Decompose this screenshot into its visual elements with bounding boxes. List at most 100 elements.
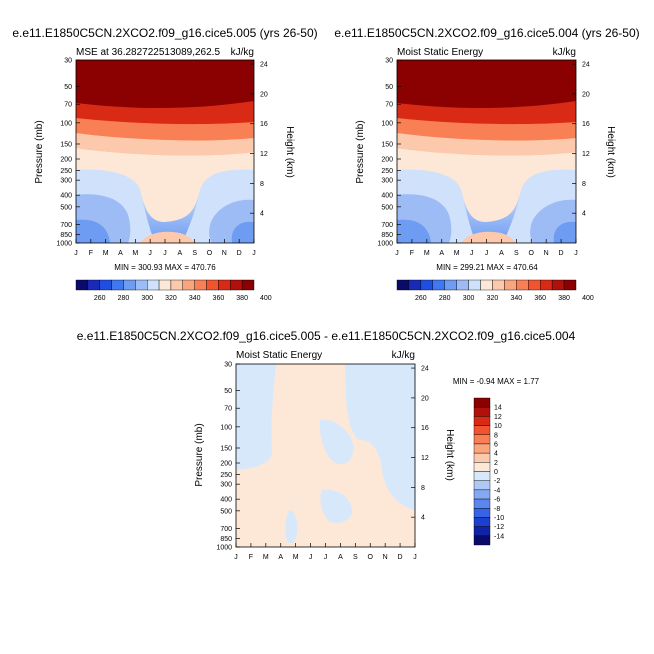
month-tick-label: O: [368, 554, 374, 561]
colorbar-swatch: [473, 452, 491, 463]
colorbar-swatch: [123, 279, 136, 291]
month-tick-label: A: [338, 554, 343, 561]
colorbar-label: -2: [494, 478, 500, 485]
colorbar-label: 260: [415, 295, 427, 302]
colorbar-label: 280: [118, 295, 130, 302]
month-tick-label: D: [559, 250, 564, 257]
colorbar-swatch: [473, 526, 491, 537]
pressure-tick-label: 100: [60, 120, 72, 127]
panel-1-stratosphere: [76, 60, 254, 108]
colorbar-swatch: [230, 279, 243, 291]
height-tick-label: 16: [421, 425, 429, 432]
month-tick-label: S: [514, 250, 519, 257]
month-tick-label: J: [234, 554, 238, 561]
panel-1-contour-light: [76, 148, 254, 222]
colorbar-label: 300: [463, 295, 475, 302]
panel-2-contour-light: [397, 148, 576, 222]
month-tick-label: F: [249, 554, 253, 561]
pressure-tick-label: 500: [220, 508, 232, 515]
panel-2-contour-orange: [397, 118, 576, 141]
colorbar-swatch: [528, 279, 541, 291]
colorbar-swatch: [241, 279, 255, 291]
colorbar-swatch: [182, 279, 195, 291]
colorbar-swatch: [194, 279, 207, 291]
colorbar-swatch: [563, 279, 577, 291]
colorbar-label: 340: [510, 295, 522, 302]
month-tick-label: J: [148, 250, 152, 257]
month-tick-label: N: [383, 554, 388, 561]
colorbar-swatch: [473, 406, 491, 417]
pressure-tick-label: 1000: [216, 545, 232, 552]
panel-3-h-ticks: 24 20 16 12 8 4: [411, 366, 429, 522]
colorbar-swatch: [456, 279, 469, 291]
colorbar-swatch: [480, 279, 493, 291]
height-tick-label: 12: [260, 151, 268, 158]
colorbar-label: 320: [165, 295, 177, 302]
colorbar-label: 380: [236, 295, 248, 302]
colorbar-swatch: [473, 535, 491, 546]
panel-2-subtitle-left: Moist Static Energy: [397, 47, 483, 58]
colorbar-swatch: [218, 279, 231, 291]
pressure-tick-label: 30: [64, 58, 72, 65]
pressure-tick-label: 850: [220, 536, 232, 543]
pressure-tick-label: 1000: [377, 241, 393, 248]
colorbar-swatch: [473, 434, 491, 445]
pressure-tick-label: 400: [381, 193, 393, 200]
pressure-tick-label: 100: [220, 424, 232, 431]
panel-2: e.e11.E1850C5CN.2XCO2.f09_g16.cice5.004 …: [334, 26, 639, 302]
pressure-tick-label: 850: [60, 232, 72, 239]
panel-2-title: e.e11.E1850C5CN.2XCO2.f09_g16.cice5.004 …: [334, 26, 639, 40]
month-tick-label: O: [207, 250, 213, 257]
pressure-tick-label: 70: [64, 102, 72, 109]
height-tick-label: 16: [260, 121, 268, 128]
month-tick-label: M: [293, 554, 299, 561]
panel-1-subtitle-left: MSE at 36.2827225130​89,262.5: [76, 47, 220, 58]
colorbar-swatch: [473, 517, 491, 527]
month-tick-label: S: [353, 554, 358, 561]
month-tick-label: A: [118, 250, 123, 257]
panel-1-contour-red-1: [76, 101, 254, 125]
month-tick-label: N: [544, 250, 549, 257]
colorbar-label: 400: [582, 295, 594, 302]
panel-1-stats: MIN = 300.93 MAX = 470.76: [114, 263, 216, 272]
panel-1-contour-peach: [76, 133, 254, 156]
pressure-tick-label: 500: [381, 204, 393, 211]
panel-2-contour-peach: [397, 133, 576, 156]
panel-1-title: e.e11.E1850C5CN.2XCO2.f09_g16.cice5.005 …: [12, 26, 317, 40]
colorbar-swatch: [473, 471, 491, 481]
pressure-tick-label: 150: [220, 445, 232, 452]
month-tick-label: J: [485, 250, 489, 257]
height-tick-label: 16: [582, 121, 590, 128]
panel-3-plot: [235, 363, 416, 548]
pressure-tick-label: 400: [60, 193, 72, 200]
pressure-tick-label: 30: [224, 362, 232, 369]
pressure-tick-label: 700: [220, 526, 232, 533]
colorbar-swatch: [158, 279, 172, 291]
panel-2-colorbar: 260 280 300 320 340 360 380 400: [396, 279, 594, 302]
panel-1-plot: [75, 59, 255, 244]
pressure-tick-label: 150: [60, 141, 72, 148]
colorbar-swatch: [473, 416, 491, 426]
height-tick-label: 8: [260, 181, 264, 188]
colorbar-label: -8: [494, 506, 500, 513]
colorbar-swatch: [75, 279, 89, 291]
colorbar-label: 380: [558, 295, 570, 302]
colorbar-swatch: [135, 279, 148, 291]
pressure-tick-label: 700: [381, 222, 393, 229]
panel-3-contour-neg-right: [345, 364, 415, 510]
panel-3: e.e11.E1850C5CN.2XCO2.f09_g16.cice5.005 …: [77, 329, 576, 561]
colorbar-swatch: [432, 279, 445, 291]
pressure-tick-label: 250: [60, 168, 72, 175]
panel-3-y-ticks: 30 50 70 100 150 200 250 300 400 500 700 850 1000: [216, 362, 240, 552]
colorbar-label: 0: [494, 469, 498, 476]
month-tick-label: M: [103, 250, 109, 257]
panel-3-contour-neg-surface: [285, 510, 298, 544]
pressure-tick-label: 250: [220, 472, 232, 479]
colorbar-swatch: [492, 279, 505, 291]
month-tick-label: M: [454, 250, 460, 257]
colorbar-swatch: [444, 279, 457, 291]
panel-3-stats: MIN = -0.94 MAX = 1.77: [453, 377, 540, 386]
panel-3-title: e.e11.E1850C5CN.2XCO2.f09_g16.cice5.005 …: [77, 329, 576, 343]
